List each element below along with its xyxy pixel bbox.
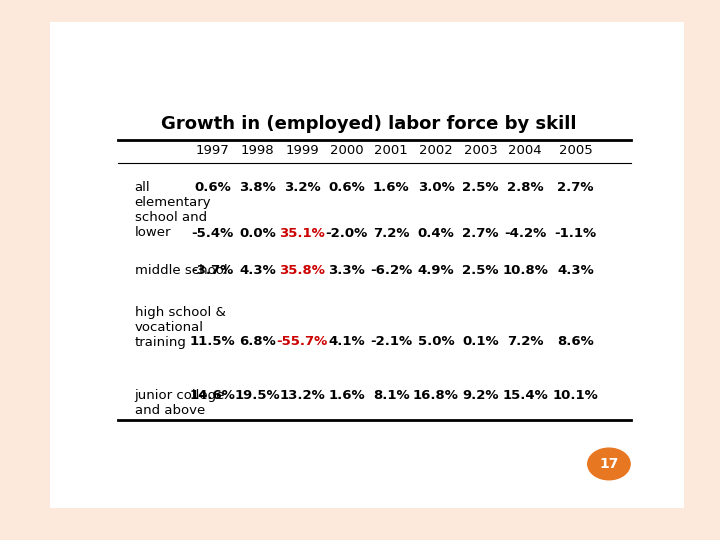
Text: 2004: 2004 xyxy=(508,144,542,157)
Text: 3.3%: 3.3% xyxy=(328,265,365,278)
Text: 2002: 2002 xyxy=(419,144,453,157)
Text: 7.2%: 7.2% xyxy=(507,335,544,348)
Circle shape xyxy=(588,448,630,480)
Text: 19.5%: 19.5% xyxy=(235,389,280,402)
Text: 3.2%: 3.2% xyxy=(284,181,320,194)
Text: 0.0%: 0.0% xyxy=(239,227,276,240)
Text: 2.5%: 2.5% xyxy=(462,181,499,194)
Text: 9.2%: 9.2% xyxy=(462,389,499,402)
Text: 16.8%: 16.8% xyxy=(413,389,459,402)
Text: 2000: 2000 xyxy=(330,144,364,157)
Text: 10.8%: 10.8% xyxy=(503,265,548,278)
Text: 13.2%: 13.2% xyxy=(279,389,325,402)
Text: -55.7%: -55.7% xyxy=(276,335,328,348)
Text: 35.1%: 35.1% xyxy=(279,227,325,240)
Text: 15.4%: 15.4% xyxy=(503,389,548,402)
Text: 8.1%: 8.1% xyxy=(373,389,410,402)
Text: 0.1%: 0.1% xyxy=(462,335,499,348)
Text: 1.6%: 1.6% xyxy=(373,181,410,194)
Text: 2.7%: 2.7% xyxy=(557,181,594,194)
Text: 2.5%: 2.5% xyxy=(462,265,499,278)
Text: 8.6%: 8.6% xyxy=(557,335,594,348)
Text: -2.0%: -2.0% xyxy=(325,227,368,240)
Text: 6.8%: 6.8% xyxy=(239,335,276,348)
Text: 0.6%: 0.6% xyxy=(194,181,231,194)
Text: -4.2%: -4.2% xyxy=(504,227,546,240)
Text: 1997: 1997 xyxy=(196,144,230,157)
Text: junior college
and above: junior college and above xyxy=(135,389,225,417)
Text: 4.9%: 4.9% xyxy=(418,265,454,278)
Text: 11.5%: 11.5% xyxy=(190,335,235,348)
Text: 17: 17 xyxy=(599,457,618,471)
Text: -2.1%: -2.1% xyxy=(370,335,413,348)
Text: 2.7%: 2.7% xyxy=(462,227,499,240)
Text: 35.8%: 35.8% xyxy=(279,265,325,278)
Text: 2001: 2001 xyxy=(374,144,408,157)
Text: 0.6%: 0.6% xyxy=(328,181,365,194)
Text: 3.8%: 3.8% xyxy=(239,181,276,194)
Text: high school &
vocational
training: high school & vocational training xyxy=(135,306,225,349)
Text: 3.0%: 3.0% xyxy=(418,181,454,194)
Text: 10.1%: 10.1% xyxy=(552,389,598,402)
Text: 14.6%: 14.6% xyxy=(190,389,235,402)
Text: 4.1%: 4.1% xyxy=(328,335,365,348)
Text: 2005: 2005 xyxy=(559,144,593,157)
Text: -3.7%: -3.7% xyxy=(192,265,234,278)
Text: 1.6%: 1.6% xyxy=(328,389,365,402)
Text: 0.4%: 0.4% xyxy=(418,227,454,240)
Text: 1998: 1998 xyxy=(240,144,274,157)
Text: 4.3%: 4.3% xyxy=(557,265,594,278)
Text: 5.0%: 5.0% xyxy=(418,335,454,348)
Text: all
elementary
school and
lower: all elementary school and lower xyxy=(135,181,211,239)
Text: middle school: middle school xyxy=(135,265,228,278)
Text: -1.1%: -1.1% xyxy=(554,227,597,240)
Text: 4.3%: 4.3% xyxy=(239,265,276,278)
Text: 2.8%: 2.8% xyxy=(507,181,544,194)
Text: -6.2%: -6.2% xyxy=(370,265,413,278)
Text: Growth in (employed) labor force by skill: Growth in (employed) labor force by skil… xyxy=(161,114,577,133)
Text: 2003: 2003 xyxy=(464,144,498,157)
Text: 1999: 1999 xyxy=(285,144,319,157)
Text: 7.2%: 7.2% xyxy=(373,227,410,240)
Text: -5.4%: -5.4% xyxy=(192,227,234,240)
